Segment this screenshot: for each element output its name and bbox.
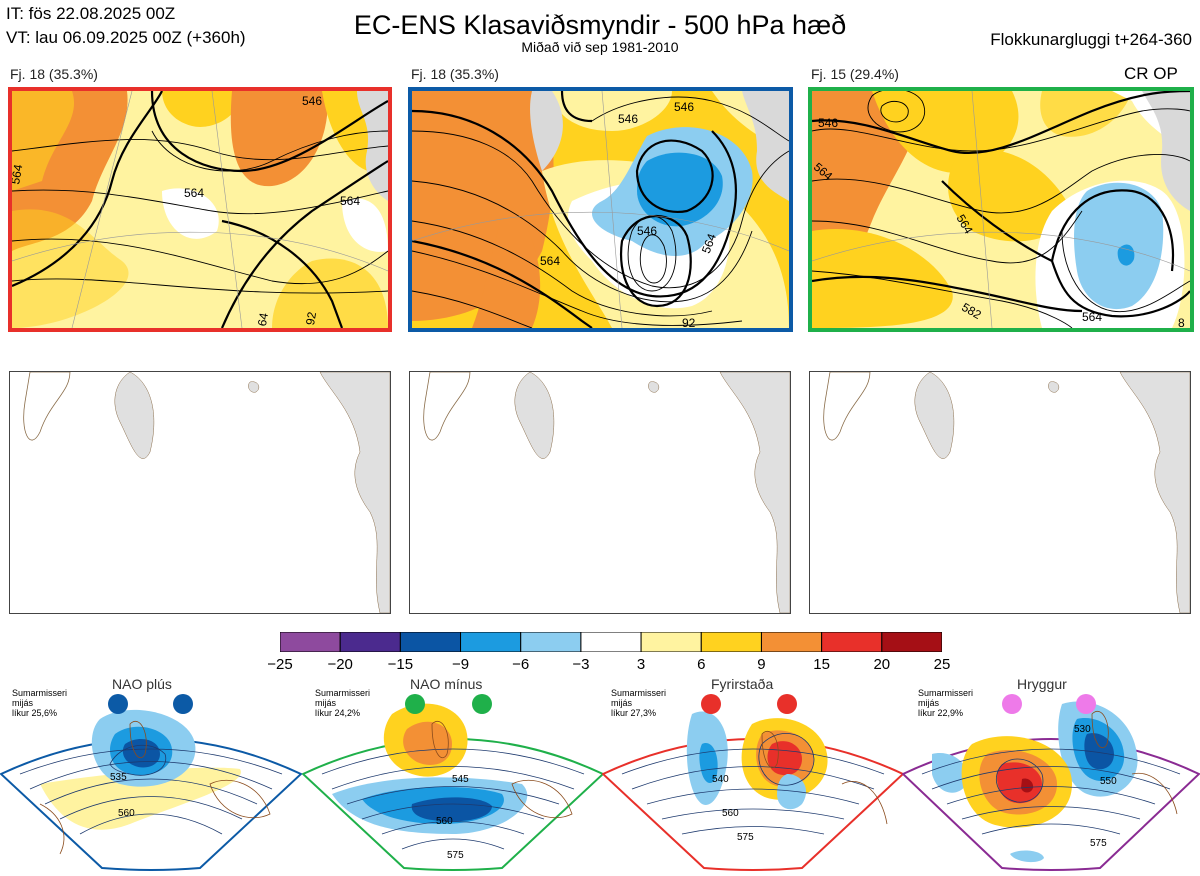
colorbar-tick-label: 25 bbox=[933, 656, 951, 673]
regime-2-contour-545: 545 bbox=[452, 774, 469, 785]
colorbar-tick-label: −3 bbox=[572, 656, 590, 673]
regime-1-dot-right bbox=[173, 694, 193, 714]
cluster-3-label: Fj. 15 (29.4%) bbox=[811, 66, 899, 82]
regime-blocking: 540 560 575 bbox=[601, 674, 905, 871]
regime-3-contour-540: 540 bbox=[712, 774, 729, 785]
cluster-2-contour-546c: 546 bbox=[637, 224, 657, 238]
colorbar-segment bbox=[700, 631, 762, 653]
cluster-1-contour-64: 64 bbox=[255, 311, 271, 327]
cluster-2-contour-546a: 546 bbox=[674, 100, 694, 114]
cr-op-label: CR OP bbox=[1124, 64, 1178, 83]
colorbar-tick-label: 3 bbox=[636, 656, 646, 673]
regime-4-dot-right bbox=[1076, 694, 1096, 714]
colorbar-tick-label: 6 bbox=[697, 656, 706, 673]
cluster-1-label: Fj. 18 (35.3%) bbox=[10, 66, 98, 82]
cluster-1-contour-92: 92 bbox=[303, 310, 319, 326]
regime-nao-plus: 535 560 bbox=[0, 674, 303, 871]
regime-1-dot-left bbox=[108, 694, 128, 714]
cluster-3-contour-564c: 564 bbox=[1082, 310, 1102, 324]
cluster-2-label: Fj. 18 (35.3%) bbox=[411, 66, 499, 82]
regime-2-contour-560: 560 bbox=[436, 816, 453, 827]
regime-2-dot-right bbox=[472, 694, 492, 714]
blank-map-3 bbox=[809, 371, 1191, 614]
regime-1-title: NAO plús bbox=[112, 676, 172, 692]
colorbar bbox=[279, 631, 943, 653]
blank-map-2 bbox=[409, 371, 791, 614]
cluster-2-contour-546b: 546 bbox=[618, 112, 638, 126]
colorbar-segment bbox=[399, 631, 462, 653]
cluster-2-contour-564b: 564 bbox=[699, 231, 719, 255]
regime-3-dot-right bbox=[777, 694, 797, 714]
cluster-2-map: 546 546 546 564 564 92 bbox=[408, 87, 793, 332]
regime-2-title: NAO mínus bbox=[410, 676, 483, 692]
initial-time: IT: fös 22.08.2025 00Z bbox=[6, 4, 176, 23]
regime-4-contour-575: 575 bbox=[1090, 838, 1107, 849]
regime-2-contour-575: 575 bbox=[447, 850, 464, 861]
colorbar-tick-label: 15 bbox=[813, 656, 830, 673]
colorbar-segment bbox=[339, 631, 401, 653]
regime-3-title: Fyrirstaða bbox=[711, 676, 774, 692]
regime-1-meta: Sumarmisseri mijás líkur 25,6% bbox=[12, 688, 68, 718]
blank-map-1 bbox=[9, 371, 391, 614]
colorbar-segment bbox=[640, 631, 702, 653]
regime-1-contour-560: 560 bbox=[118, 808, 135, 819]
regime-1-contour-535: 535 bbox=[110, 772, 127, 783]
regime-4-contour-550: 550 bbox=[1100, 776, 1117, 787]
colorbar-segment bbox=[460, 631, 522, 653]
page-subtitle: Miðað við sep 1981-2010 bbox=[521, 39, 679, 55]
colorbar-tick-label: −20 bbox=[327, 656, 353, 673]
colorbar-segment bbox=[881, 631, 943, 653]
colorbar-segment bbox=[580, 631, 642, 653]
colorbar-segment bbox=[520, 631, 582, 653]
colorbar-tick-label: −6 bbox=[512, 656, 530, 673]
regime-2-meta: Sumarmisseri mijás líkur 24,2% bbox=[315, 688, 371, 718]
page-title: EC-ENS Klasaviðsmyndir - 500 hPa hæð bbox=[353, 10, 847, 40]
colorbar-segment bbox=[279, 631, 341, 653]
regime-4-dot-left bbox=[1002, 694, 1022, 714]
classification-window: Flokkunargluggi t+264-360 bbox=[990, 30, 1192, 49]
valid-time: VT: lau 06.09.2025 00Z (+360h) bbox=[6, 28, 246, 47]
colorbar-tick-label: 9 bbox=[757, 656, 766, 673]
cluster-2-contour-564a: 564 bbox=[540, 254, 560, 268]
cluster-3-contour-546: 546 bbox=[818, 116, 838, 130]
cluster-1-contour-546: 546 bbox=[302, 94, 322, 108]
regime-nao-minus: 545 560 575 bbox=[301, 674, 605, 871]
colorbar-segment bbox=[821, 631, 883, 653]
colorbar-tick-label: −25 bbox=[267, 656, 293, 673]
regime-3-meta: Sumarmisseri mijás líkur 27,3% bbox=[611, 688, 667, 718]
colorbar-tick-label: −9 bbox=[451, 656, 470, 673]
colorbar-tick-label: −15 bbox=[387, 656, 414, 673]
regime-2-dot-left bbox=[405, 694, 425, 714]
colorbar-tick-label: 20 bbox=[873, 656, 891, 673]
cluster-1-contour-564a: 564 bbox=[12, 163, 25, 185]
regime-3-contour-560: 560 bbox=[722, 808, 739, 819]
colorbar-segment bbox=[760, 631, 823, 653]
regime-3-dot-left bbox=[701, 694, 721, 714]
cluster-3-map: 546 564 564 582 564 8 bbox=[808, 87, 1194, 332]
regime-4-contour-530: 530 bbox=[1074, 724, 1091, 735]
cluster-1-map: 546 564 564 64 92 564 bbox=[8, 87, 392, 332]
cluster-1-contour-564b: 564 bbox=[184, 186, 204, 200]
regime-3-contour-575: 575 bbox=[737, 832, 754, 843]
cluster-1-contour-564c: 564 bbox=[340, 194, 360, 208]
regime-4-meta: Sumarmisseri mijás líkur 22,9% bbox=[918, 688, 974, 718]
cluster-3-contour-8: 8 bbox=[1178, 316, 1185, 328]
cluster-2-contour-92: 92 bbox=[682, 316, 696, 328]
regime-4-title: Hryggur bbox=[1017, 676, 1067, 692]
regime-ridge: 530 550 575 bbox=[901, 674, 1200, 871]
